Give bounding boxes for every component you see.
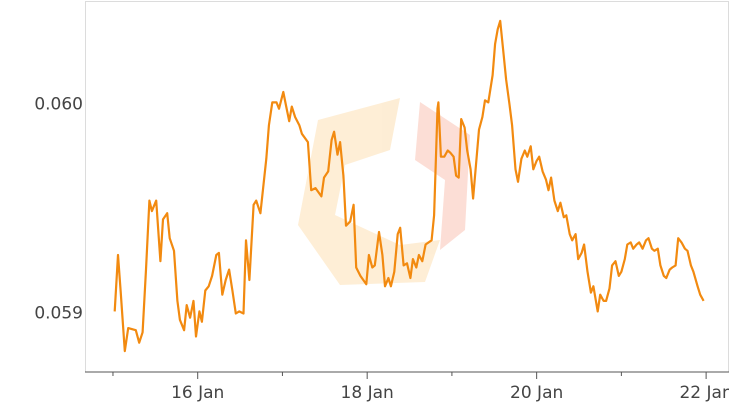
x-tick-label: 22 Jan [679, 383, 729, 403]
line-series [113, 19, 705, 353]
watermark [298, 98, 470, 285]
x-tick-label: 20 Jan [510, 383, 563, 403]
y-tick-label: 0.059 [34, 303, 83, 323]
x-tick-label: 18 Jan [341, 383, 394, 403]
y-tick-label: 0.060 [34, 94, 83, 114]
x-tick-label: 16 Jan [171, 383, 224, 403]
plot-frame [85, 1, 729, 373]
